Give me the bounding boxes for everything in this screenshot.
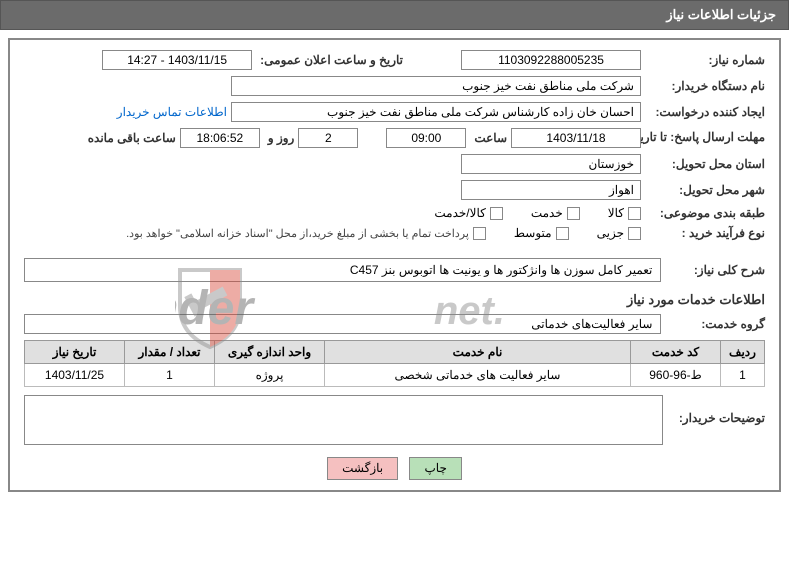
need-desc-field: تعمیر کامل سوزن ها وانژکتور ها و یونیت ه… bbox=[24, 258, 661, 282]
category-label: طبقه بندی موضوعی: bbox=[645, 206, 765, 220]
deadline-date: 1403/11/18 bbox=[511, 128, 641, 148]
cat-goods-wrap[interactable]: کالا bbox=[608, 206, 641, 220]
city-field: اهواز bbox=[461, 180, 641, 200]
td-date: 1403/11/25 bbox=[25, 364, 125, 387]
proc-medium-wrap[interactable]: متوسط bbox=[514, 226, 569, 240]
buyer-notes-textarea[interactable] bbox=[24, 395, 663, 445]
announce-label: تاریخ و ساعت اعلان عمومی: bbox=[256, 53, 403, 67]
proc-partial-label: جزیی bbox=[597, 226, 624, 240]
th-qty: تعداد / مقدار bbox=[125, 341, 215, 364]
province-label: استان محل تحویل: bbox=[645, 157, 765, 171]
checkbox-icon bbox=[473, 227, 486, 240]
cat-goods-label: کالا bbox=[608, 206, 624, 220]
table-row: 1 ط-96-960 سایر فعالیت های خدماتی شخصی پ… bbox=[25, 364, 765, 387]
th-name: نام خدمت bbox=[325, 341, 631, 364]
row-need-desc: شرح کلی نیاز: تعمیر کامل سوزن ها وانژکتو… bbox=[24, 258, 765, 282]
row-buyer-notes: توضیحات خریدار: bbox=[24, 395, 765, 445]
proc-medium-label: متوسط bbox=[514, 226, 552, 240]
row-need-number: شماره نیاز: 1103092288005235 تاریخ و ساع… bbox=[24, 50, 765, 70]
page-header: جزئیات اطلاعات نیاز bbox=[0, 0, 789, 30]
checkbox-icon bbox=[490, 207, 503, 220]
row-requester: ایجاد کننده درخواست: احسان خان زاده کارش… bbox=[24, 102, 765, 122]
requester-label: ایجاد کننده درخواست: bbox=[645, 105, 765, 119]
td-unit: پروژه bbox=[215, 364, 325, 387]
td-name: سایر فعالیت های خدماتی شخصی bbox=[325, 364, 631, 387]
days-and-label: روز و bbox=[264, 131, 295, 145]
buyer-org-label: نام دستگاه خریدار: bbox=[645, 79, 765, 93]
checkbox-icon bbox=[628, 227, 641, 240]
remaining-label: ساعت باقی مانده bbox=[84, 131, 176, 145]
deadline-time: 09:00 bbox=[386, 128, 466, 148]
services-info-title: اطلاعات خدمات مورد نیاز bbox=[24, 292, 765, 308]
page-title: جزئیات اطلاعات نیاز bbox=[666, 7, 776, 22]
print-button[interactable]: چاپ bbox=[409, 457, 461, 480]
row-category: طبقه بندی موضوعی: کالا خدمت کالا/خدمت bbox=[24, 206, 765, 220]
table-header-row: ردیف کد خدمت نام خدمت واحد اندازه گیری ت… bbox=[25, 341, 765, 364]
row-city: شهر محل تحویل: اهواز bbox=[24, 180, 765, 200]
checkbox-icon bbox=[628, 207, 641, 220]
main-container: شماره نیاز: 1103092288005235 تاریخ و ساع… bbox=[8, 38, 781, 492]
th-unit: واحد اندازه گیری bbox=[215, 341, 325, 364]
payment-note-wrap: پرداخت تمام یا بخشی از مبلغ خرید،از محل … bbox=[126, 227, 486, 240]
cat-both-wrap[interactable]: کالا/خدمت bbox=[434, 206, 502, 220]
buyer-notes-label: توضیحات خریدار: bbox=[667, 395, 765, 425]
row-deadline: مهلت ارسال پاسخ: تا تاریخ: 1403/11/18 سا… bbox=[24, 128, 765, 148]
requester-field: احسان خان زاده کارشناس شرکت ملی مناطق نف… bbox=[231, 102, 641, 122]
buyer-org-field: شرکت ملی مناطق نفت خیز جنوب bbox=[231, 76, 641, 96]
td-qty: 1 bbox=[125, 364, 215, 387]
th-row: ردیف bbox=[721, 341, 765, 364]
need-number-label: شماره نیاز: bbox=[645, 53, 765, 67]
proc-partial-wrap[interactable]: جزیی bbox=[597, 226, 641, 240]
td-row: 1 bbox=[721, 364, 765, 387]
back-button[interactable]: بازگشت bbox=[327, 457, 398, 480]
checkbox-icon bbox=[556, 227, 569, 240]
th-date: تاریخ نیاز bbox=[25, 341, 125, 364]
row-province: استان محل تحویل: خوزستان bbox=[24, 154, 765, 174]
contact-link[interactable]: اطلاعات تماس خریدار bbox=[117, 105, 227, 119]
row-buyer-org: نام دستگاه خریدار: شرکت ملی مناطق نفت خی… bbox=[24, 76, 765, 96]
cat-service-wrap[interactable]: خدمت bbox=[531, 206, 580, 220]
checkbox-icon bbox=[567, 207, 580, 220]
cat-service-label: خدمت bbox=[531, 206, 563, 220]
days-remain: 2 bbox=[298, 128, 358, 148]
province-field: خوزستان bbox=[461, 154, 641, 174]
row-service-group: گروه خدمت: سایر فعالیت‌های خدماتی bbox=[24, 314, 765, 334]
td-code: ط-96-960 bbox=[631, 364, 721, 387]
announce-value: 1403/11/15 - 14:27 bbox=[102, 50, 252, 70]
button-row: چاپ بازگشت bbox=[24, 457, 765, 480]
deadline-label: مهلت ارسال پاسخ: تا تاریخ: bbox=[645, 130, 765, 146]
service-group-field: سایر فعالیت‌های خدماتی bbox=[24, 314, 661, 334]
services-table: ردیف کد خدمت نام خدمت واحد اندازه گیری ت… bbox=[24, 340, 765, 387]
th-code: کد خدمت bbox=[631, 341, 721, 364]
row-process: نوع فرآیند خرید : جزیی متوسط پرداخت تمام… bbox=[24, 226, 765, 240]
time-label: ساعت bbox=[470, 131, 507, 145]
process-label: نوع فرآیند خرید : bbox=[645, 226, 765, 240]
cat-both-label: کالا/خدمت bbox=[434, 206, 485, 220]
need-desc-label: شرح کلی نیاز: bbox=[665, 263, 765, 277]
city-label: شهر محل تحویل: bbox=[645, 183, 765, 197]
service-group-label: گروه خدمت: bbox=[665, 317, 765, 331]
countdown: 18:06:52 bbox=[180, 128, 260, 148]
payment-note: پرداخت تمام یا بخشی از مبلغ خرید،از محل … bbox=[126, 227, 469, 240]
need-number-field: 1103092288005235 bbox=[461, 50, 641, 70]
